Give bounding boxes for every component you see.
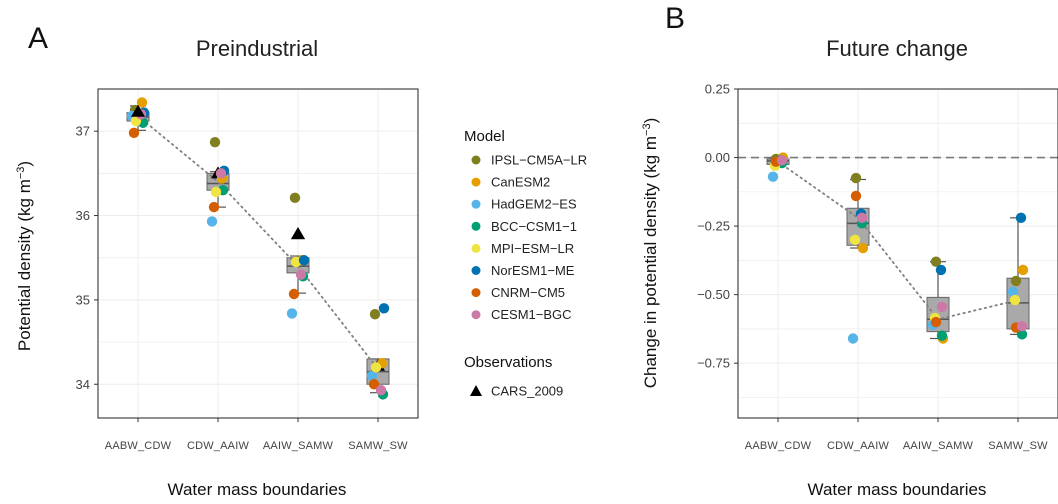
model-point [850,190,862,202]
panel-a-ylabel: Potential density (kg m−3) [15,161,34,351]
model-point [215,168,227,179]
legend-swatch [471,155,481,165]
y-tick-label: 34 [76,377,90,392]
legend-label: HadGEM2−ES [491,197,577,212]
model-point [930,256,942,267]
model-point [1010,275,1022,287]
mean-trend-line [137,115,379,370]
legend-label: NorESM1−ME [491,263,575,278]
model-point [1016,320,1028,332]
mean-trend-line [777,160,1019,321]
x-tick-label: CDW_AAIW [187,440,250,452]
model-point [208,201,220,213]
model-point [378,303,390,314]
model-point [1015,212,1027,224]
legend-obs-label: CARS_2009 [491,384,563,399]
legend-label: CESM1−BGC [491,307,572,322]
model-point [1007,286,1019,298]
x-tick-label: AABW_CDW [105,440,172,452]
model-point [776,155,788,166]
model-point [849,234,861,245]
x-tick-label: SAMW_SW [348,440,408,452]
x-tick-label: CDW_AAIW [827,440,890,452]
model-point [935,264,947,276]
model-point [936,330,948,341]
y-tick-label: 37 [76,124,90,139]
legend: Model Observations IPSL−CM5A−LR CanESM2 Ha… [464,128,587,399]
model-point [847,333,859,344]
model-point [295,269,307,280]
model-point [375,384,387,396]
panel-b-plot: 0.25 0.00 −0.25 −0.50 −0.75 AABW_CDW CDW_AAIW A… [697,82,1058,452]
model-point [370,362,382,373]
x-tick-label: SAMW_SW [988,440,1048,452]
panel-a-xlabel: Water mass boundaries [168,480,347,499]
model-point [856,212,868,224]
legend-label: MPI−ESM−LR [491,241,574,256]
model-point [1017,264,1029,276]
legend-model-title: Model [464,128,505,145]
model-point [210,186,222,198]
y-tick-label: 0.25 [705,82,730,97]
model-point [209,136,221,148]
model-point [936,301,948,313]
plot-area [98,89,418,418]
model-point [366,370,378,382]
model-point [288,288,300,300]
model-point [290,256,302,268]
model-point [286,308,298,319]
panel-a-plot: 34 35 36 37 AABW_CDW CDW_AAIW AAIW_SAMW SAMW_SW [76,88,419,452]
y-tick-label: 0.00 [705,150,730,165]
x-tick-label: AAIW_SAMW [903,440,974,452]
panel-b-letter: B [665,2,685,35]
x-tick-label: AABW_CDW [745,440,812,452]
model-point [857,242,869,254]
panel-b-title: Future change [826,36,968,61]
y-tick-label: −0.25 [697,219,730,234]
observation-point-top [291,227,305,240]
legend-obs-title: Observations [464,354,552,371]
legend-label: IPSL−CM5A−LR [491,153,587,168]
y-tick-label: −0.50 [697,287,730,302]
model-point [289,192,301,204]
legend-label: CNRM−CM5 [491,285,565,300]
legend-swatch [471,288,481,298]
model-point [930,316,942,328]
y-tick-label: −0.75 [697,356,730,371]
legend-swatch [471,177,481,187]
legend-swatch [471,243,481,253]
observation-point-top [131,104,145,117]
model-point [369,309,381,320]
legend-swatch [471,266,481,275]
legend-label: BCC−CSM1−1 [491,219,577,234]
model-point [1016,329,1028,340]
legend-label: CanESM2 [491,175,550,190]
plot-frame [737,88,1058,419]
legend-swatch [471,310,481,320]
model-point [128,127,140,139]
plot-area [738,89,1058,418]
panel-a-title: Preindustrial [196,36,318,61]
plot-frame [97,88,419,419]
model-point [136,97,148,108]
model-point [206,216,218,227]
model-point [368,379,380,390]
y-tick-label: 35 [76,292,90,307]
y-tick-label: 36 [76,208,90,223]
legend-swatch [471,221,481,231]
panel-a-letter: A [28,22,48,55]
legend-swatch [471,199,481,209]
panel-b-ylabel: Change in potential density (kg m−3) [641,118,660,389]
x-tick-label: AAIW_SAMW [263,440,334,452]
legend-obs-marker [470,385,482,396]
model-point [850,172,862,184]
model-point [298,255,310,266]
model-point [767,171,779,182]
model-point [1009,294,1021,306]
panel-b-xlabel: Water mass boundaries [808,480,987,499]
